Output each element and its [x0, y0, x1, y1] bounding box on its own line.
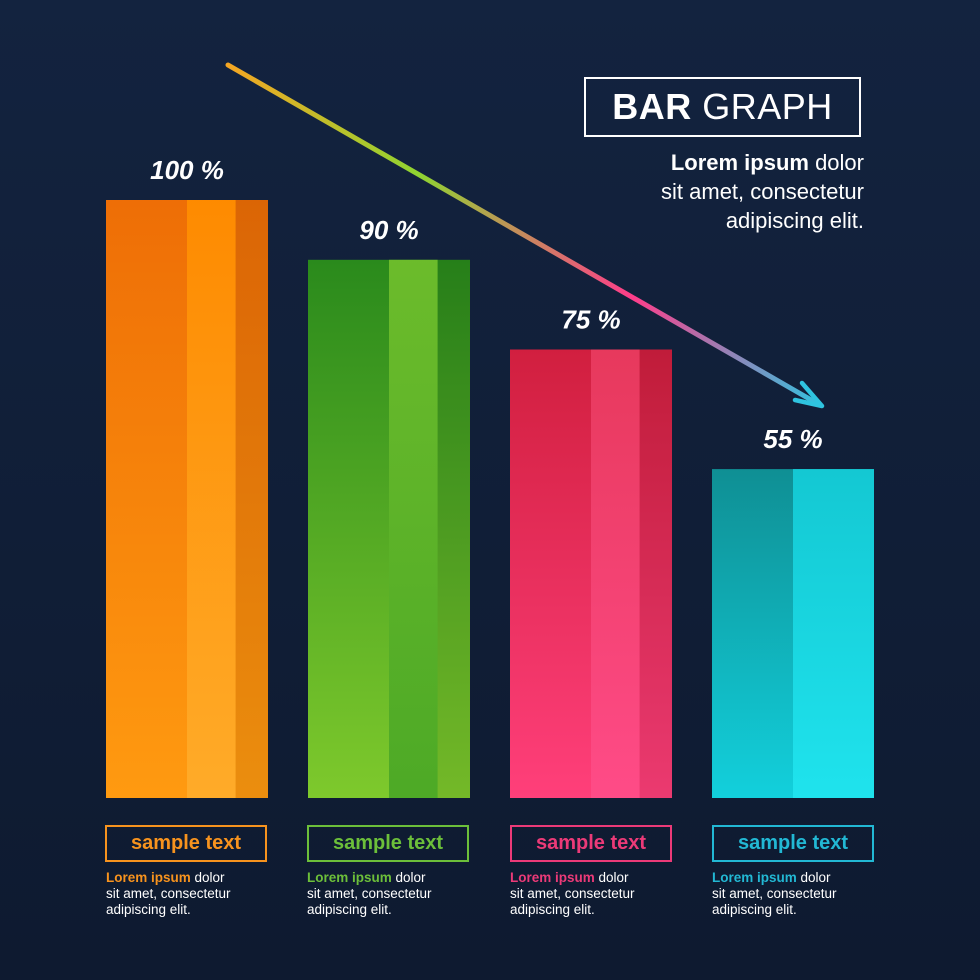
caption-1: Lorem ipsum dolor sit amet, consectetur …	[106, 870, 281, 918]
caption-4-line1-rest: dolor	[796, 870, 831, 885]
caption-3: Lorem ipsum dolor sit amet, consectetur …	[510, 870, 685, 918]
caption-1-line2: sit amet, consectetur	[106, 886, 231, 901]
value-label-1: 100 %	[150, 155, 224, 185]
caption-3-bold: Lorem ipsum	[510, 870, 595, 885]
caption-3-line1-rest: dolor	[594, 870, 629, 885]
caption-2-line3: adipiscing elit.	[307, 902, 392, 917]
caption-2-line1-rest: dolor	[391, 870, 426, 885]
category-label-3: sample text	[510, 825, 672, 862]
desc-line3: adipiscing elit.	[725, 208, 864, 233]
caption-4-line3: adipiscing elit.	[712, 902, 797, 917]
category-label-2: sample text	[307, 825, 469, 862]
caption-1-line3: adipiscing elit.	[106, 902, 191, 917]
caption-2-bold: Lorem ipsum	[307, 870, 392, 885]
desc-bold: Lorem ipsum	[670, 150, 809, 175]
value-label-3: 75 %	[561, 305, 620, 335]
bar-3	[510, 349, 672, 798]
caption-4-line2: sit amet, consectetur	[712, 886, 837, 901]
header-description: Lorem ipsum dolor sit amet, consectetur …	[524, 148, 864, 235]
trend-arrow	[225, 62, 825, 409]
category-label-1: sample text	[105, 825, 267, 862]
chart-title: BAR GRAPH	[584, 77, 861, 137]
caption-2-line2: sit amet, consectetur	[307, 886, 432, 901]
caption-4: Lorem ipsum dolor sit amet, consectetur …	[712, 870, 887, 918]
caption-3-line2: sit amet, consectetur	[510, 886, 635, 901]
caption-3-line3: adipiscing elit.	[510, 902, 595, 917]
value-label-4: 55 %	[763, 424, 822, 454]
desc-line1-rest: dolor	[808, 150, 864, 175]
bar-2	[308, 259, 470, 798]
value-label-2: 90 %	[359, 215, 418, 245]
title-light: GRAPH	[702, 86, 833, 127]
bar-1	[106, 200, 268, 798]
caption-1-line1-rest: dolor	[190, 870, 225, 885]
caption-1-bold: Lorem ipsum	[106, 870, 191, 885]
caption-2: Lorem ipsum dolor sit amet, consectetur …	[307, 870, 482, 918]
title-bold: BAR	[612, 86, 692, 127]
bar-4	[712, 469, 874, 798]
caption-4-bold: Lorem ipsum	[712, 870, 797, 885]
category-label-4: sample text	[712, 825, 874, 862]
desc-line2: sit amet, consectetur	[661, 179, 864, 204]
